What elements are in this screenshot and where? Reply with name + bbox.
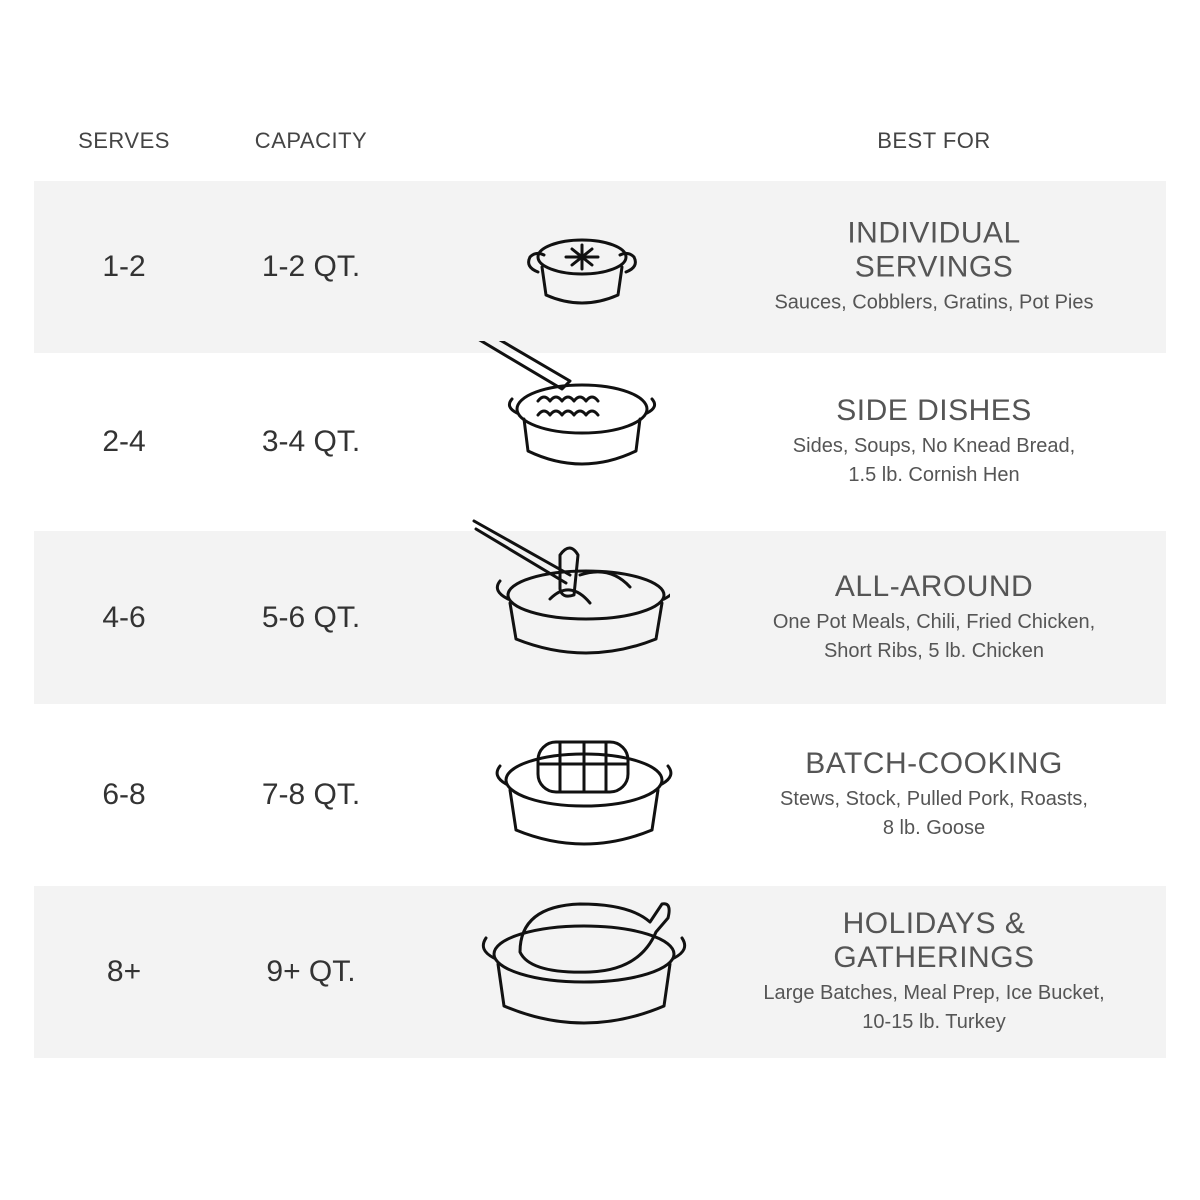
best-for-title: HOLIDAYS & xyxy=(842,907,1026,940)
serves-value: 4-6 xyxy=(102,600,146,634)
best-for-title: BATCH-COOKING xyxy=(805,747,1063,780)
best-for-title: INDIVIDUAL xyxy=(847,216,1021,250)
best-for-description: Large Batches, Meal Prep, Ice Bucket, xyxy=(763,982,1105,1004)
best-for-title: GATHERINGS xyxy=(833,941,1035,974)
best-for-description: 1.5 lb. Cornish Hen xyxy=(848,464,1020,486)
serves-value: 2-4 xyxy=(102,425,146,458)
table-row: 1-2 1-2 QT. INDIVIDUAL SERVINGS Sauces, C… xyxy=(34,181,1166,353)
table-row: 2-4 3-4 QT. SIDE DISHES Sides, Soups, No… xyxy=(34,341,1166,531)
capacity-value: 9+ QT. xyxy=(266,955,356,988)
best-for-title: SERVINGS xyxy=(854,250,1014,284)
best-for-cell: HOLIDAYS & GATHERINGS Large Batches, Meal… xyxy=(724,907,1144,1037)
pot-with-roast-icon xyxy=(495,740,673,846)
table-row: 8+ 9+ QT. HOLIDAYS & GATHERINGS Large Bat… xyxy=(34,886,1166,1058)
best-for-description: Short Ribs, 5 lb. Chicken xyxy=(823,639,1045,662)
pot-with-spoon-icon xyxy=(478,341,657,466)
capacity-value: 5-6 QT. xyxy=(261,600,361,634)
pot-with-tongs-icon xyxy=(472,519,670,655)
pot-pie-icon xyxy=(527,238,637,305)
serves-value: 8+ xyxy=(106,955,142,988)
serves-value: 6-8 xyxy=(102,778,146,811)
header-capacity: CAPACITY xyxy=(254,128,368,153)
best-for-cell: INDIVIDUAL SERVINGS Sauces, Cobblers, Gra… xyxy=(724,217,1144,318)
best-for-cell: SIDE DISHES Sides, Soups, No Knead Bread… xyxy=(724,394,1144,490)
best-for-cell: ALL-AROUND One Pot Meals, Chili, Fried C… xyxy=(724,570,1144,666)
capacity-value: 1-2 QT. xyxy=(261,250,361,283)
best-for-description: 8 lb. Goose xyxy=(882,817,986,839)
best-for-title: ALL-AROUND xyxy=(834,569,1034,603)
best-for-description: Sauces, Cobblers, Gratins, Pot Pies xyxy=(774,291,1094,314)
capacity-value: 3-4 QT. xyxy=(261,425,361,458)
serves-value: 1-2 xyxy=(102,250,146,283)
best-for-description: Stews, Stock, Pulled Pork, Roasts, xyxy=(780,788,1088,810)
best-for-title: SIDE DISHES xyxy=(836,394,1032,427)
best-for-cell: BATCH-COOKING Stews, Stock, Pulled Pork,… xyxy=(724,747,1144,843)
best-for-description: 10-15 lb. Turkey xyxy=(862,1011,1006,1033)
capacity-value: 7-8 QT. xyxy=(261,778,361,811)
table-row: 6-8 7-8 QT. BATCH-COOKING Stews, Stock, … xyxy=(34,704,1166,886)
best-for-description: Sides, Soups, No Knead Bread, xyxy=(792,435,1076,457)
header-serves: SERVES xyxy=(78,128,170,153)
best-for-description: One Pot Meals, Chili, Fried Chicken, xyxy=(772,610,1096,633)
table-row: 4-6 5-6 QT. ALL-AROUND One Pot Meals, Ch… xyxy=(34,519,1166,704)
pot-with-turkey-icon xyxy=(481,902,687,1025)
header-best-for: BEST FOR xyxy=(877,128,991,153)
